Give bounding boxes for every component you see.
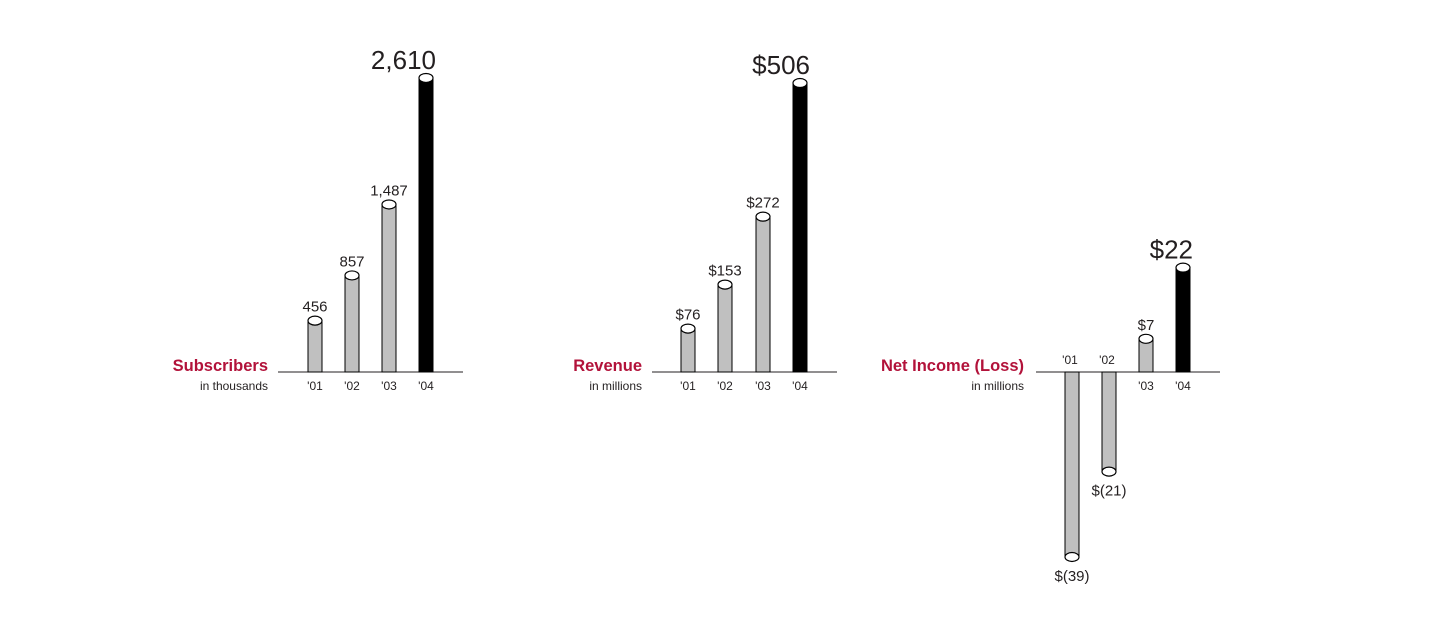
tick-label: '01 <box>680 379 696 393</box>
bar <box>755 216 771 373</box>
tick-label: '03 <box>755 379 771 393</box>
bar <box>344 274 360 373</box>
bar-cap <box>792 77 808 89</box>
tick-label: '04 <box>1175 379 1191 393</box>
data-label: 1,487 <box>370 182 408 199</box>
data-label: $506 <box>752 50 810 80</box>
data-label: 456 <box>302 299 327 316</box>
tick-label: '01 <box>307 379 323 393</box>
bar <box>680 328 696 373</box>
tick-label: '04 <box>792 379 808 393</box>
data-label: $(39) <box>1054 568 1089 585</box>
tick-label: '04 <box>418 379 434 393</box>
tick-label: '02 <box>1099 353 1115 367</box>
tick-label: '02 <box>344 379 360 393</box>
tick-label: '02 <box>717 379 733 393</box>
bar <box>717 284 733 373</box>
bar-cap <box>1064 551 1080 563</box>
bar-cap <box>344 270 360 281</box>
data-label: $272 <box>746 195 779 212</box>
bar-cap <box>1138 333 1154 344</box>
tick-label: '01 <box>1062 353 1078 367</box>
bar-cap <box>755 211 771 222</box>
bar-cap <box>1101 466 1117 477</box>
data-label: $(21) <box>1091 483 1126 500</box>
bar-cap <box>418 72 434 84</box>
bar-cap <box>307 315 323 326</box>
data-label: $153 <box>708 263 741 280</box>
data-label: $22 <box>1150 235 1193 265</box>
bar-cap <box>680 323 696 334</box>
bar <box>381 203 397 373</box>
data-label: $76 <box>675 307 700 324</box>
data-label: 2,610 <box>371 45 436 75</box>
bar <box>1101 371 1117 473</box>
chart-subtitle: in millions <box>971 379 1024 393</box>
bar <box>1064 371 1080 558</box>
bar <box>792 82 808 373</box>
data-label: 857 <box>339 253 364 270</box>
bar-cap <box>1175 262 1191 273</box>
bar <box>307 320 323 373</box>
tick-label: '03 <box>381 379 397 393</box>
chart-title: Subscribers <box>173 357 268 375</box>
bar-cap <box>717 279 733 290</box>
data-label: $7 <box>1138 317 1155 334</box>
chart-subtitle: in millions <box>589 379 642 393</box>
bar <box>1175 267 1191 373</box>
tick-label: '03 <box>1138 379 1154 393</box>
bar-cap <box>381 199 397 210</box>
bar <box>418 77 434 373</box>
chart-title: Net Income (Loss) <box>881 357 1024 375</box>
chart-title: Revenue <box>573 357 642 375</box>
chart-subtitle: in thousands <box>200 379 268 393</box>
